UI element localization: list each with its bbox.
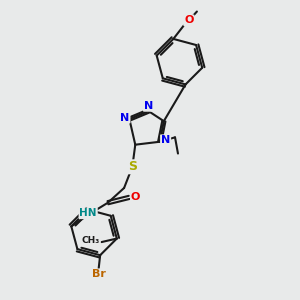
- Text: N: N: [161, 135, 170, 145]
- Text: O: O: [184, 15, 194, 26]
- Text: N: N: [120, 112, 130, 123]
- Text: O: O: [131, 192, 140, 202]
- Text: HN: HN: [80, 208, 97, 218]
- Text: S: S: [128, 160, 137, 173]
- Text: N: N: [144, 101, 153, 111]
- Text: CH₃: CH₃: [82, 236, 100, 245]
- Text: Br: Br: [92, 269, 106, 279]
